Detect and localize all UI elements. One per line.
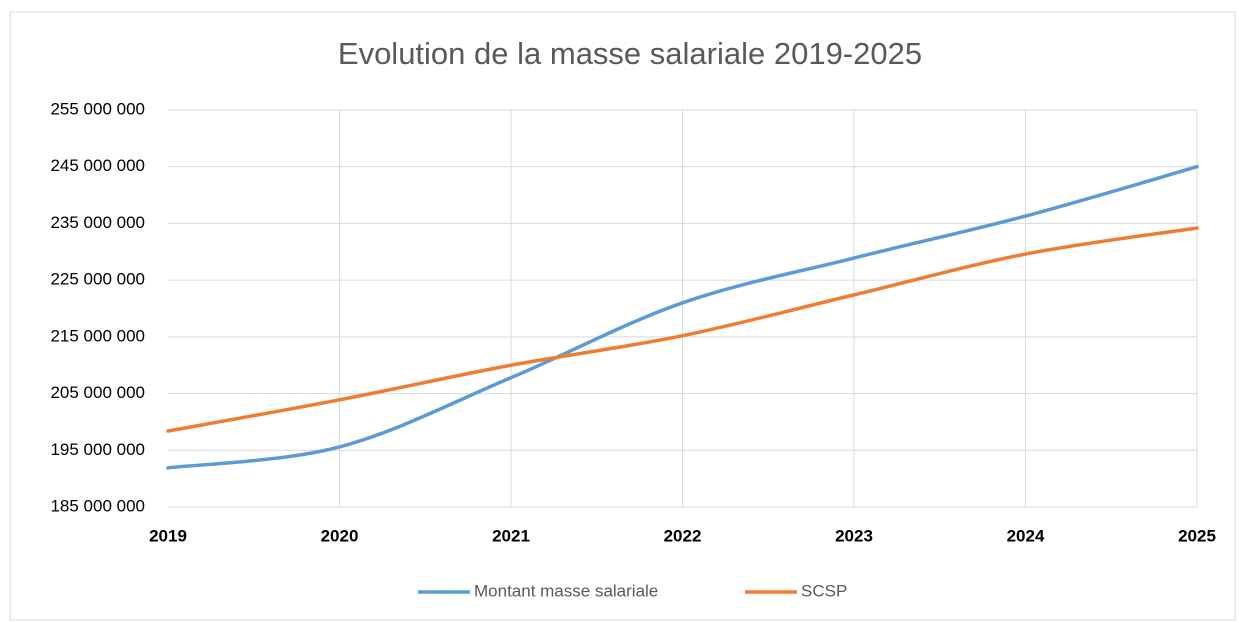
x-tick-label: 2025 — [1178, 526, 1216, 545]
chart-border — [9, 11, 1236, 621]
y-tick-label: 235 000 000 — [50, 213, 145, 232]
series-line — [166, 226, 1199, 433]
legend-label: Montant masse salariale — [474, 581, 658, 600]
x-tick-label: 2024 — [1007, 526, 1045, 545]
x-tick-label: 2022 — [664, 526, 702, 545]
x-tick-label: 2019 — [149, 526, 187, 545]
y-tick-label: 185 000 000 — [50, 496, 145, 515]
y-tick-label: 205 000 000 — [50, 383, 145, 402]
x-tick-label: 2023 — [835, 526, 873, 545]
y-tick-label: 225 000 000 — [50, 270, 145, 289]
chart-title: Evolution de la masse salariale 2019-202… — [338, 36, 922, 71]
series-line — [166, 164, 1199, 470]
y-tick-label: 245 000 000 — [50, 156, 145, 175]
x-tick-label: 2020 — [321, 526, 359, 545]
y-tick-label: 195 000 000 — [50, 440, 145, 459]
legend-label: SCSP — [801, 581, 847, 600]
y-tick-label: 255 000 000 — [50, 99, 145, 118]
y-tick-label: 215 000 000 — [50, 326, 145, 345]
x-tick-label: 2021 — [492, 526, 530, 545]
